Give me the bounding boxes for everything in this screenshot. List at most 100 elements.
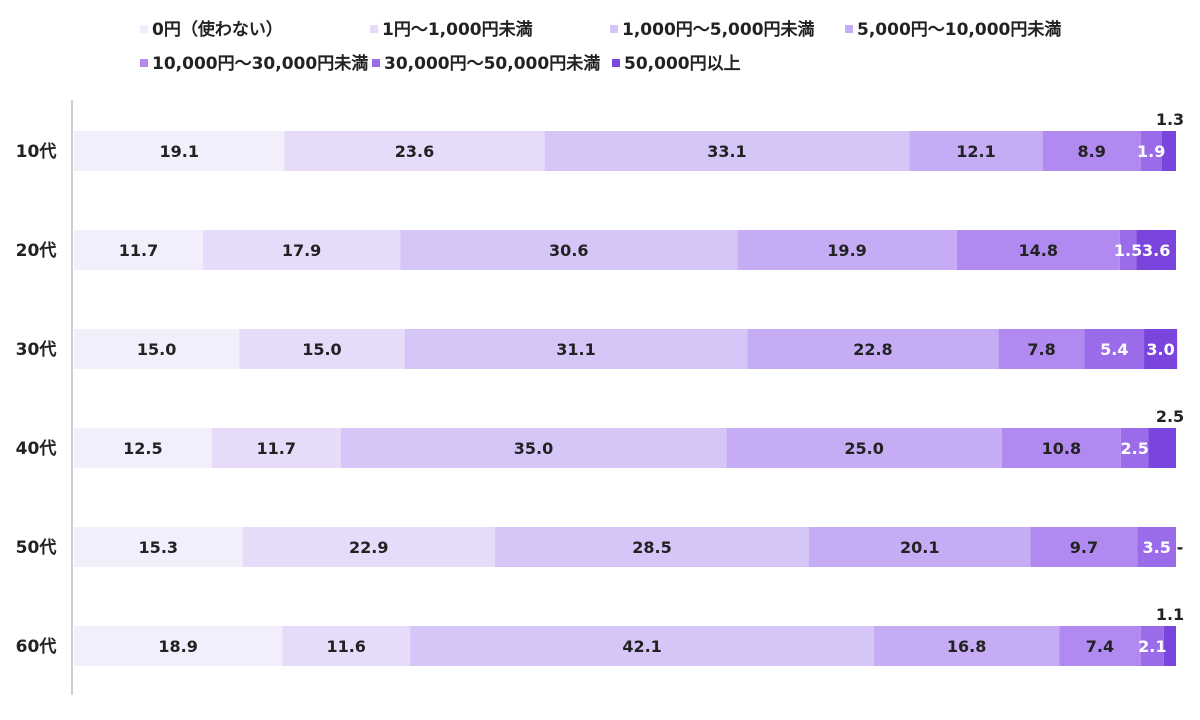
- legend-item: 1,000円～5,000円未満: [610, 19, 815, 40]
- value-label: 9.7: [1070, 538, 1098, 557]
- value-label: 11.7: [119, 241, 158, 260]
- value-label: 15.3: [139, 538, 178, 557]
- legend-swatch: [372, 59, 380, 67]
- category-labels: 10代 20代 30代 40代 50代 60代: [16, 141, 57, 657]
- value-label: 17.9: [282, 241, 321, 260]
- value-label: 22.9: [349, 538, 388, 557]
- value-label: 19.9: [827, 241, 866, 260]
- category-label: 50代: [16, 537, 57, 558]
- bar-segment: [74, 131, 285, 171]
- bar-segment: [1161, 131, 1176, 171]
- bar-segment: [242, 527, 495, 567]
- value-label: 33.1: [707, 142, 746, 161]
- value-label: 31.1: [556, 340, 595, 359]
- bar-segment: [1140, 626, 1164, 666]
- value-label: 16.8: [947, 637, 986, 656]
- value-label: 30.6: [549, 241, 588, 260]
- value-label: 7.4: [1086, 637, 1114, 656]
- legend-label: 30,000円～50,000円未満: [384, 53, 600, 74]
- bar-segment: [1148, 428, 1176, 468]
- bar-segment: [1119, 230, 1137, 270]
- bar-segment: [1120, 428, 1149, 468]
- bar-segment: [1137, 527, 1176, 567]
- value-label: 3.5: [1143, 538, 1171, 557]
- legend-swatch: [140, 25, 148, 33]
- value-label: 5.4: [1100, 340, 1128, 359]
- value-label: 19.1: [159, 142, 198, 161]
- legend-item: 1円～1,000円未満: [370, 19, 533, 40]
- category-label: 30代: [16, 339, 57, 360]
- value-label: 2.5: [1156, 407, 1184, 426]
- value-label: 2.1: [1138, 637, 1166, 656]
- value-label: 18.9: [158, 637, 197, 656]
- bar-segment: [956, 230, 1120, 270]
- bar-segment: [74, 527, 243, 567]
- bar-segment: [1001, 428, 1121, 468]
- bar-segment: [1084, 329, 1145, 369]
- value-label: 28.5: [632, 538, 671, 557]
- value-label: 3.6: [1142, 241, 1170, 260]
- value-label: 15.0: [137, 340, 176, 359]
- bar-segment: [239, 329, 405, 369]
- legend-item: 5,000円～10,000円未満: [845, 19, 1061, 40]
- bar-segment: [737, 230, 957, 270]
- bar-segment: [202, 230, 401, 270]
- value-labels: 19.1 23.6 33.1 12.1 8.9 1.9 1.3 11.7 17.9 30.6 19.…: [119, 110, 1184, 656]
- bar-segment: [1140, 131, 1162, 171]
- value-label: 15.0: [302, 340, 341, 359]
- legend-swatch: [612, 59, 620, 67]
- value-label: 35.0: [514, 439, 553, 458]
- value-label: 2.5: [1121, 439, 1149, 458]
- bar-segment: [400, 230, 738, 270]
- legend-label: 10,000円～30,000円未満: [152, 53, 368, 74]
- category-label: 40代: [16, 438, 57, 459]
- value-label: 22.8: [853, 340, 892, 359]
- legend-swatch: [370, 25, 378, 33]
- value-label: 1.9: [1137, 142, 1165, 161]
- value-label: 7.8: [1027, 340, 1055, 359]
- value-label: 12.1: [956, 142, 995, 161]
- value-label: 23.6: [395, 142, 434, 161]
- legend-item: 50,000円以上: [612, 54, 741, 74]
- value-label: -: [1177, 538, 1184, 557]
- legend-label: 5,000円～10,000円未満: [857, 19, 1061, 40]
- legend-item: 0円（使わない）: [140, 19, 283, 40]
- value-label: 11.6: [326, 637, 365, 656]
- bar-segment: [282, 626, 411, 666]
- category-label: 20代: [16, 240, 57, 261]
- bar-segment: [410, 626, 875, 666]
- legend-label: 1円～1,000円未満: [382, 19, 533, 40]
- bar-segment: [747, 329, 999, 369]
- bar-segment: [74, 230, 203, 270]
- bar-segment: [726, 428, 1002, 468]
- bar-segment: [74, 329, 240, 369]
- bar-segment: [494, 527, 810, 567]
- value-label: 11.7: [256, 439, 295, 458]
- bar-segment: [998, 329, 1085, 369]
- bar-segment: [74, 626, 283, 666]
- value-label: 12.5: [123, 439, 162, 458]
- legend-label: 0円（使わない）: [152, 19, 283, 40]
- bar-segment: [1144, 329, 1178, 369]
- legend-label: 1,000円～5,000円未満: [622, 19, 815, 40]
- bar-segment: [1163, 626, 1176, 666]
- bar-segment: [1059, 626, 1141, 666]
- value-label: 3.0: [1146, 340, 1174, 359]
- value-label: 8.9: [1078, 142, 1106, 161]
- category-label: 60代: [16, 636, 57, 657]
- value-label: 42.1: [622, 637, 661, 656]
- value-label: 14.8: [1019, 241, 1058, 260]
- legend-item: 10,000円～30,000円未満: [140, 53, 368, 74]
- bar-segment: [340, 428, 727, 468]
- value-label: 1.3: [1156, 110, 1184, 129]
- bar-segment: [1030, 527, 1138, 567]
- legend-label: 50,000円以上: [624, 54, 741, 74]
- value-label: 10.8: [1042, 439, 1081, 458]
- bar-segment: [909, 131, 1043, 171]
- bar-segment: [809, 527, 1031, 567]
- value-label: 25.0: [844, 439, 883, 458]
- value-label: 20.1: [900, 538, 939, 557]
- legend-swatch: [610, 25, 618, 33]
- category-label: 10代: [16, 141, 57, 162]
